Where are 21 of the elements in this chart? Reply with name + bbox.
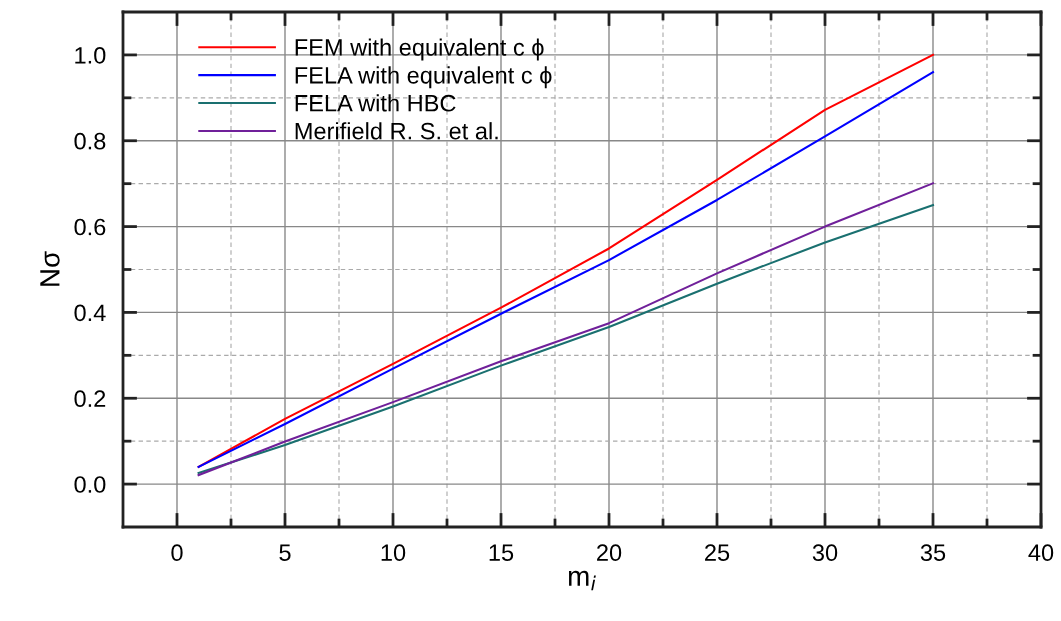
y-tick-label: 0.0 [74, 476, 106, 493]
x-tick-label: 15 [489, 544, 514, 562]
x-tick-label: 40 [1028, 544, 1054, 562]
y-tick-label: 0.6 [74, 218, 106, 236]
x-axis-title: m$_{i}$ [568, 570, 596, 591]
legend-label: FELA with equivalent c ϕ [295, 66, 552, 89]
y-axis-title: Nσ [40, 251, 60, 286]
legend-label: Merifield R. S. et al. [295, 122, 498, 140]
x-tick-label: 30 [812, 544, 838, 562]
y-tick-label: 0.2 [74, 390, 106, 408]
y-tick-label: 1.0 [75, 46, 106, 64]
x-tick-label: 25 [705, 544, 730, 562]
x-tick-label: 10 [381, 544, 406, 562]
x-tick-label: 35 [920, 544, 946, 562]
y-tick-label: 0.4 [74, 304, 106, 322]
legend-label: FEM with equivalent c ϕ [295, 38, 544, 61]
x-tick-label: 20 [597, 544, 622, 562]
y-tick-label: 0.8 [74, 132, 106, 150]
x-tick-label: 0 [171, 544, 183, 562]
x-tick-label: 5 [279, 544, 291, 562]
legend-label: FELA with HBC [295, 94, 456, 112]
